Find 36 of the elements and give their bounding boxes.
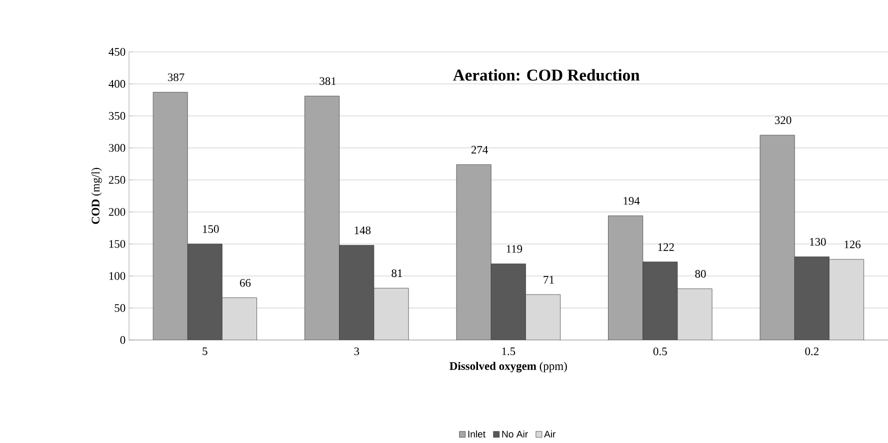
y-tick-label: 350 [108, 112, 126, 120]
y-tick-label: 0 [120, 336, 126, 344]
y-tick-label: 300 [108, 144, 126, 152]
legend-label: Air [544, 430, 556, 438]
y-tick-label: 100 [109, 272, 126, 280]
x-axis-title: Dissolved oxygem (ppm) [450, 362, 567, 373]
data-label: 81 [392, 270, 402, 278]
x-tick-label: 1.5 [502, 348, 516, 356]
x-tick-label: 0.5 [653, 348, 667, 356]
data-label: 150 [203, 225, 219, 234]
data-label: 130 [810, 238, 826, 246]
data-label: 381 [320, 77, 336, 86]
y-tick-label: 200 [108, 208, 126, 216]
data-label: 194 [624, 197, 640, 205]
x-tick-label: 5 [202, 348, 208, 356]
y-tick-label: 50 [114, 304, 126, 312]
x-tick-label: 0.2 [805, 348, 818, 356]
text: Aeration: COD Reduction [453, 69, 640, 81]
y-tick-label: 400 [108, 80, 126, 88]
y-axis-title: COD (mg/l) [91, 168, 102, 224]
data-label: 126 [844, 240, 861, 248]
data-label: 80 [695, 270, 706, 278]
data-label: 66 [240, 279, 251, 287]
legend-label: Inlet [468, 430, 486, 438]
data-label: 122 [658, 243, 674, 252]
x-tick-label: 3 [354, 348, 360, 356]
data-label: 148 [354, 226, 371, 234]
y-tick-label: 150 [109, 240, 126, 248]
data-label: 274 [471, 146, 488, 154]
data-label: 71 [544, 276, 554, 284]
y-tick-label: 450 [108, 48, 126, 56]
y-tick-label: 250 [108, 176, 126, 184]
data-label: 320 [775, 116, 792, 124]
data-label: 387 [168, 74, 184, 82]
data-label: 119 [506, 245, 522, 253]
legend-label: No Air [502, 430, 528, 438]
